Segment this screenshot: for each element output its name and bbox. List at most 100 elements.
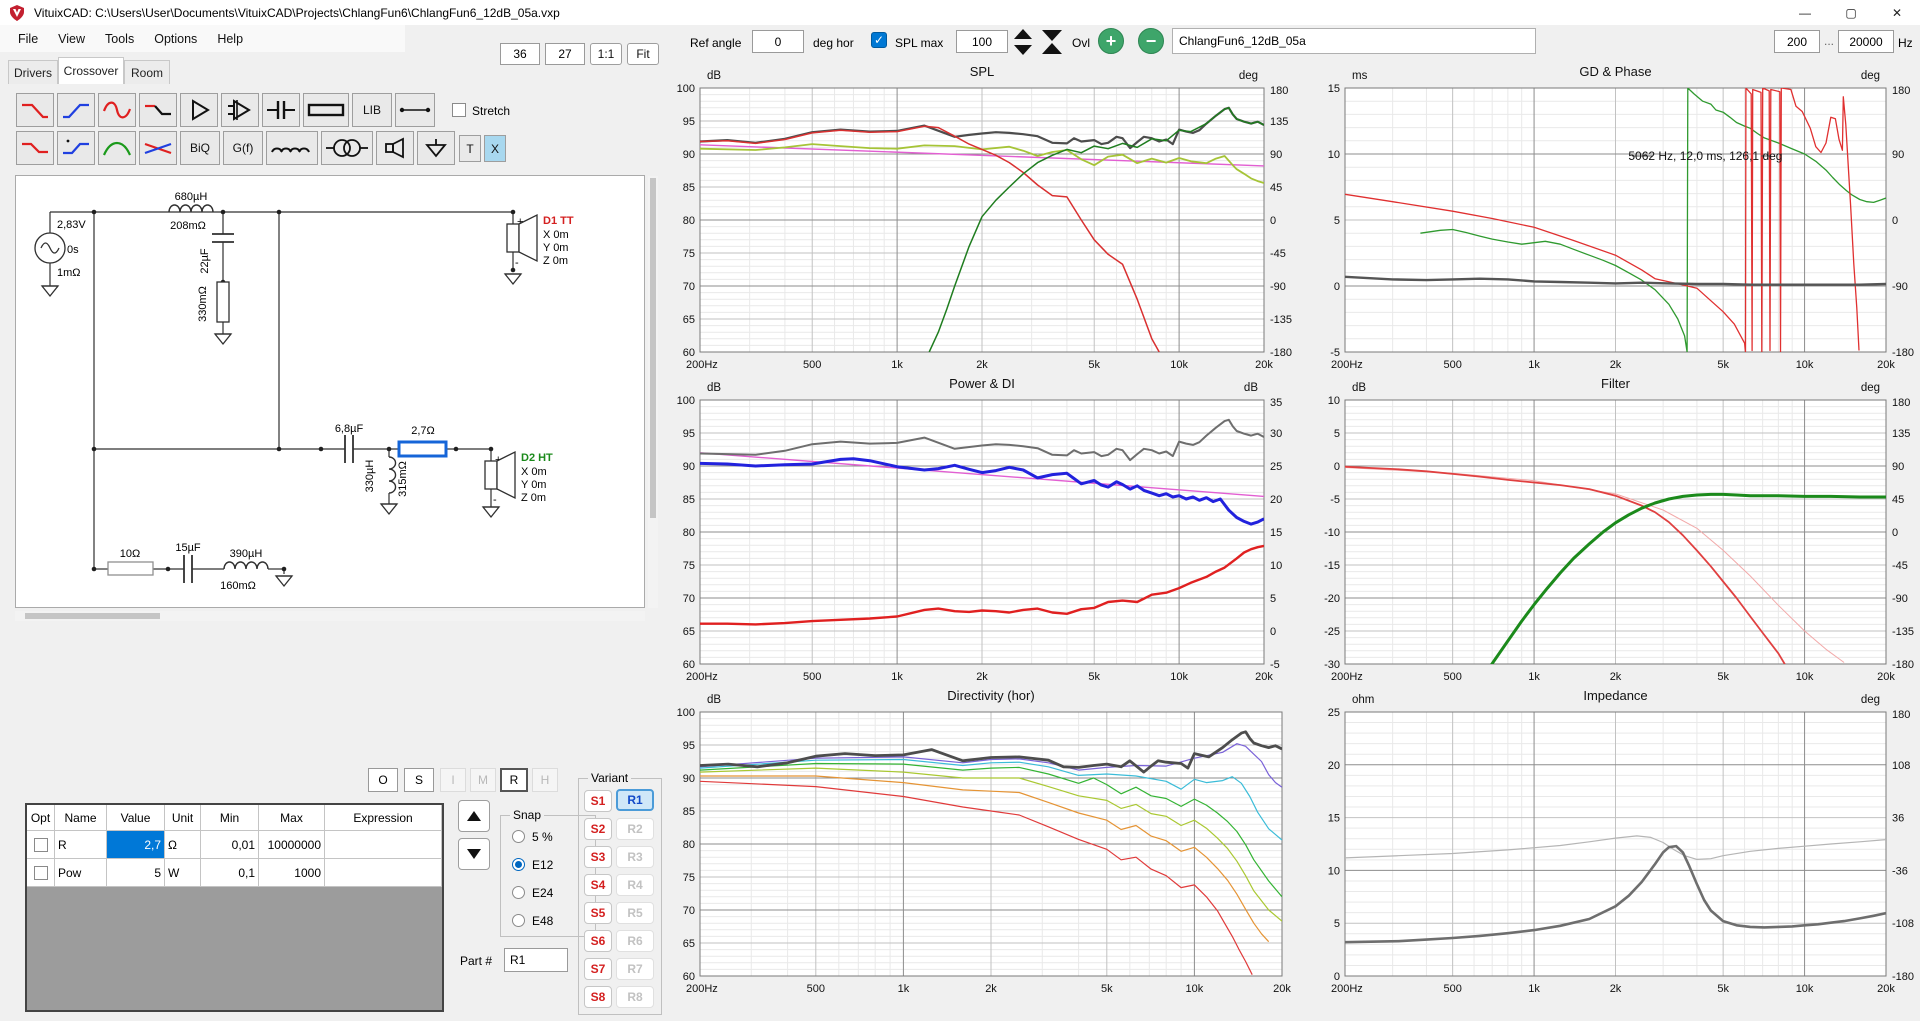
tool-crossover-button[interactable]: [139, 131, 177, 165]
overlay-remove-button[interactable]: −: [1138, 28, 1164, 54]
tool-inductor-button[interactable]: [266, 131, 318, 165]
ref-angle-input[interactable]: 0: [752, 30, 804, 53]
variant-s1-button[interactable]: S1: [584, 790, 612, 812]
schematic-width-input[interactable]: 36: [500, 43, 540, 65]
overlay-name-input[interactable]: ChlangFun6_12dB_05a: [1172, 28, 1536, 54]
chart-gd-phase[interactable]: 5062 Hz, 12,0 ms, 126,1 degGD & Phasemsd…: [1313, 60, 1920, 374]
tool-bandpass-button[interactable]: [98, 93, 136, 127]
tab-drivers[interactable]: Drivers: [8, 60, 58, 84]
component-voltage-source[interactable]: 2,83V 0s 1mΩ: [35, 219, 86, 296]
component-resistor-r330m[interactable]: 330mΩ: [197, 282, 231, 344]
chart-directivity[interactable]: Directivity (hor)dB606570758085909510020…: [668, 684, 1302, 998]
chart-spl[interactable]: SPLdBdeg606570758085909510018013590450-4…: [668, 60, 1302, 374]
mode-button-m[interactable]: M: [470, 768, 496, 792]
table-row[interactable]: R 2,7 Ω 0,01 10000000: [27, 831, 442, 859]
menu-options[interactable]: Options: [144, 28, 207, 50]
tool-wire-button[interactable]: [395, 93, 435, 127]
tool-peak-button[interactable]: [98, 131, 136, 165]
mode-button-h[interactable]: H: [532, 768, 558, 792]
snap-e12-radio[interactable]: [512, 858, 525, 871]
mode-button-s[interactable]: S: [404, 768, 434, 792]
value-up-button[interactable]: [458, 800, 490, 832]
variant-s7-button[interactable]: S7: [584, 958, 612, 980]
component-capacitor-c3[interactable]: 15µF: [175, 542, 201, 583]
tool-library-button[interactable]: LIB: [352, 93, 392, 127]
tool-buffer-button[interactable]: [180, 93, 218, 127]
minimize-button[interactable]: —: [1782, 0, 1828, 25]
variant-s3-button[interactable]: S3: [584, 846, 612, 868]
variant-r1-button[interactable]: R1: [616, 789, 654, 811]
variant-s5-button[interactable]: S5: [584, 902, 612, 924]
tool-shelf-low-button[interactable]: [16, 131, 54, 165]
chart-filter[interactable]: FilterdBdeg-30-25-20-15-10-5051018013590…: [1313, 372, 1920, 686]
chart-impedance[interactable]: Impedanceohmdeg051015202518010836-36-108…: [1313, 684, 1920, 998]
zoom-actual-button[interactable]: 1:1: [590, 43, 622, 65]
menu-help[interactable]: Help: [207, 28, 253, 50]
schematic-hscrollbar[interactable]: [15, 611, 645, 621]
tool-capacitor-button[interactable]: [262, 93, 300, 127]
tab-crossover[interactable]: Crossover: [58, 57, 124, 84]
tool-shelf-high-button[interactable]: [57, 131, 95, 165]
tool-lowpass-button[interactable]: [16, 93, 54, 127]
component-inductor-l3[interactable]: 390µH 160mΩ: [220, 548, 292, 592]
zoom-fit-button[interactable]: Fit: [627, 43, 659, 65]
component-capacitor-c1[interactable]: 22µF: [199, 234, 234, 274]
table-row[interactable]: Pow 5 W 0,1 1000: [27, 859, 442, 887]
component-resistor-r10[interactable]: 10Ω: [108, 548, 153, 575]
variant-r2-button[interactable]: R2: [616, 818, 654, 840]
tool-biquad-button[interactable]: BiQ: [180, 131, 220, 165]
overlay-add-button[interactable]: +: [1098, 28, 1124, 54]
mode-button-o[interactable]: O: [368, 768, 398, 792]
tool-transformer-button[interactable]: [321, 131, 373, 165]
variant-s8-button[interactable]: S8: [584, 986, 612, 1008]
variant-r6-button[interactable]: R6: [616, 930, 654, 952]
menu-file[interactable]: File: [8, 28, 48, 50]
variant-r7-button[interactable]: R7: [616, 958, 654, 980]
variant-s6-button[interactable]: S6: [584, 930, 612, 952]
menu-tools[interactable]: Tools: [95, 28, 144, 50]
menu-view[interactable]: View: [48, 28, 95, 50]
variant-s2-button[interactable]: S2: [584, 818, 612, 840]
freq-min-input[interactable]: 200: [1774, 30, 1820, 53]
tool-shelf-button[interactable]: [139, 93, 177, 127]
schematic-height-input[interactable]: 27: [545, 43, 585, 65]
component-resistor-selected[interactable]: 2,7Ω: [399, 425, 446, 456]
maximize-button[interactable]: ▢: [1828, 0, 1874, 25]
tool-resistor-button[interactable]: [303, 93, 349, 127]
tool-delete-button[interactable]: X: [484, 135, 506, 162]
variant-r5-button[interactable]: R5: [616, 902, 654, 924]
variant-r4-button[interactable]: R4: [616, 874, 654, 896]
chart-power-di[interactable]: Power & DIdBdB60657075808590951003530252…: [668, 372, 1302, 686]
close-button[interactable]: ✕: [1874, 0, 1920, 25]
tool-speaker-button[interactable]: [376, 131, 414, 165]
mode-button-i[interactable]: I: [440, 768, 466, 792]
tool-ground-button[interactable]: [417, 131, 455, 165]
freq-max-input[interactable]: 20000: [1838, 30, 1894, 53]
component-driver-d1[interactable]: + - D1 TT X 0m Y 0m Z 0m: [505, 215, 574, 284]
stretch-checkbox[interactable]: [452, 103, 466, 117]
value-down-button[interactable]: [458, 838, 490, 870]
schematic-canvas[interactable]: 2,83V 0s 1mΩ 680µH 208mΩ 22µF 330mΩ + - …: [15, 175, 645, 608]
mode-button-r[interactable]: R: [500, 768, 528, 792]
snap-5pct-radio[interactable]: [512, 830, 525, 843]
spl-max-spinner[interactable]: [1012, 28, 1034, 61]
tool-amplifier-button[interactable]: [221, 93, 259, 127]
component-driver-d2[interactable]: + - D2 HT X 0m Y 0m Z 0m: [483, 452, 553, 517]
tab-room[interactable]: Room: [124, 60, 170, 84]
variant-r8-button[interactable]: R8: [616, 986, 654, 1008]
tool-transfer-function-button[interactable]: G(f): [223, 131, 263, 165]
tool-text-button[interactable]: T: [459, 135, 481, 162]
spl-max-checkbox[interactable]: ✓: [871, 32, 887, 48]
component-capacitor-c2[interactable]: 6,8µF: [335, 423, 364, 463]
schematic-vscrollbar[interactable]: [648, 176, 658, 608]
autoscale-button[interactable]: [1040, 28, 1064, 61]
spl-max-input[interactable]: 100: [956, 30, 1008, 53]
tool-highpass-button[interactable]: [57, 93, 95, 127]
snap-e24-radio[interactable]: [512, 886, 525, 899]
variant-r3-button[interactable]: R3: [616, 846, 654, 868]
component-inductor-l2[interactable]: 330µH 315mΩ: [364, 457, 409, 514]
selected-value-cell[interactable]: 2,7: [107, 831, 165, 859]
variant-s4-button[interactable]: S4: [584, 874, 612, 896]
part-number-input[interactable]: R1: [504, 948, 568, 972]
snap-e48-radio[interactable]: [512, 914, 525, 927]
